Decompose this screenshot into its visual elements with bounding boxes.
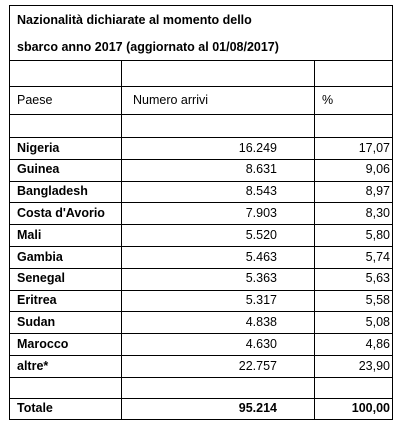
arrivals-cell: 8.631: [245, 162, 277, 177]
percent-cell: 5,63: [365, 271, 390, 286]
divider: [10, 398, 392, 399]
country-cell: Senegal: [17, 271, 65, 286]
percent-cell: 5,58: [365, 293, 390, 308]
divider: [10, 86, 392, 87]
table-row: altre* 22.757 23,90: [10, 355, 392, 377]
divider: [10, 159, 392, 160]
country-cell: Mali: [17, 227, 42, 242]
percent-cell: 5,74: [365, 249, 390, 264]
total-row: Totale 95.214 100,00: [10, 398, 392, 419]
arrivals-cell: 7.903: [245, 206, 277, 221]
arrivals-cell: 22.757: [238, 358, 277, 373]
table-row: Marocco 4.630 4,86: [10, 333, 392, 355]
country-cell: Costa d'Avorio: [17, 206, 105, 221]
arrivals-cell: 4.630: [245, 336, 277, 351]
percent-cell: 8,30: [365, 206, 390, 221]
divider: [10, 181, 392, 182]
arrivals-cell: 4.838: [245, 315, 277, 330]
arrivals-table: Nazionalità dichiarate al momento dello …: [9, 5, 393, 420]
country-cell: Gambia: [17, 249, 63, 264]
column-divider: [121, 60, 122, 419]
table-row: Nigeria 16.249 17,07: [10, 137, 392, 159]
percent-cell: 23,90: [358, 358, 390, 373]
header-percent: %: [322, 92, 334, 107]
country-cell: Sudan: [17, 315, 56, 330]
divider: [10, 114, 392, 115]
country-cell: altre*: [17, 358, 49, 373]
total-label: Totale: [17, 401, 53, 416]
table-row: Gambia 5.463 5,74: [10, 246, 392, 268]
country-cell: Marocco: [17, 336, 69, 351]
header-row: Paese Numero arrivi %: [10, 86, 392, 114]
arrivals-cell: 8.543: [245, 184, 277, 199]
table-title-line2: sbarco anno 2017 (aggiornato al 01/08/20…: [17, 39, 279, 54]
table-row: Bangladesh 8.543 8,97: [10, 181, 392, 203]
divider: [10, 311, 392, 312]
percent-cell: 5,08: [365, 315, 390, 330]
divider: [10, 290, 392, 291]
divider: [10, 224, 392, 225]
table-row: Costa d'Avorio 7.903 8,30: [10, 202, 392, 224]
header-arrivals: Numero arrivi: [133, 92, 209, 107]
table-row: Eritrea 5.317 5,58: [10, 290, 392, 312]
header-country: Paese: [17, 92, 53, 107]
arrivals-cell: 5.317: [245, 293, 277, 308]
arrivals-cell: 5.463: [245, 249, 277, 264]
total-arrivals: 95.214: [238, 401, 277, 416]
arrivals-cell: 5.363: [245, 271, 277, 286]
column-divider: [314, 60, 315, 419]
country-cell: Nigeria: [17, 140, 60, 155]
divider: [10, 377, 392, 378]
country-cell: Bangladesh: [17, 184, 88, 199]
table-row: Guinea 8.631 9,06: [10, 159, 392, 181]
divider: [10, 333, 392, 334]
table-title-line1: Nazionalità dichiarate al momento dello: [17, 12, 252, 27]
divider: [10, 60, 392, 61]
arrivals-cell: 5.520: [245, 227, 277, 242]
divider: [10, 268, 392, 269]
percent-cell: 4,86: [365, 336, 390, 351]
total-percent: 100,00: [351, 401, 390, 416]
percent-cell: 5,80: [365, 227, 390, 242]
percent-cell: 17,07: [358, 140, 390, 155]
arrivals-cell: 16.249: [238, 140, 277, 155]
divider: [10, 246, 392, 247]
percent-cell: 9,06: [365, 162, 390, 177]
divider: [10, 355, 392, 356]
table-row: Mali 5.520 5,80: [10, 224, 392, 246]
table-row: Senegal 5.363 5,63: [10, 268, 392, 290]
country-cell: Guinea: [17, 162, 60, 177]
percent-cell: 8,97: [365, 184, 390, 199]
table-row: Sudan 4.838 5,08: [10, 311, 392, 333]
country-cell: Eritrea: [17, 293, 57, 308]
divider: [10, 137, 392, 138]
divider: [10, 202, 392, 203]
